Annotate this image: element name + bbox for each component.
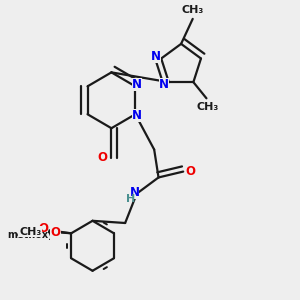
Text: methoxy: methoxy bbox=[8, 230, 55, 240]
Text: CH₃: CH₃ bbox=[182, 5, 204, 15]
Text: N: N bbox=[151, 50, 161, 63]
Text: O: O bbox=[97, 151, 107, 164]
Text: O: O bbox=[38, 222, 48, 236]
Text: CH₃: CH₃ bbox=[19, 227, 41, 237]
Text: N: N bbox=[132, 78, 142, 92]
Text: CH₃: CH₃ bbox=[197, 102, 219, 112]
Text: O: O bbox=[50, 226, 60, 239]
Text: N: N bbox=[159, 78, 169, 91]
Text: H: H bbox=[126, 194, 135, 204]
Text: O: O bbox=[185, 165, 196, 178]
Text: N: N bbox=[129, 186, 140, 199]
Text: N: N bbox=[132, 109, 142, 122]
